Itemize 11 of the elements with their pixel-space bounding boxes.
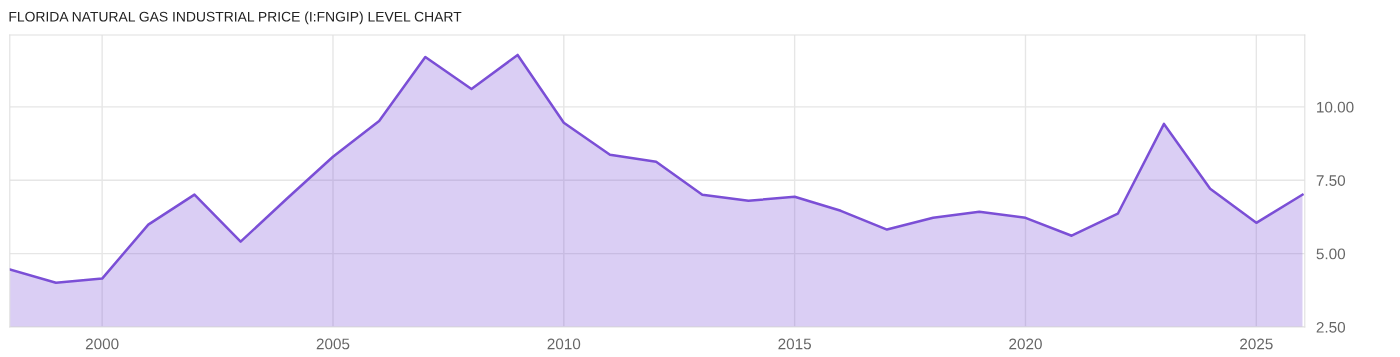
y-tick-label: 5.00 xyxy=(1316,248,1346,260)
x-tick-label: 2000 xyxy=(85,338,119,350)
x-tick-label: 2005 xyxy=(316,338,350,350)
x-tick-label: 2010 xyxy=(547,338,581,350)
x-tick-label: 2020 xyxy=(1009,338,1042,350)
y-tick-label: 7.50 xyxy=(1316,175,1346,186)
y-tick-label: 10.00 xyxy=(1317,101,1354,113)
x-tick-label: 2025 xyxy=(1240,338,1273,350)
x-tick-label: 2015 xyxy=(778,338,811,350)
chart-title: FLORIDA NATURAL GAS INDUSTRIAL PRICE (I:FNGIP) LEVEL CHART xyxy=(9,11,462,25)
y-tick-label: 2.50 xyxy=(1316,321,1346,333)
